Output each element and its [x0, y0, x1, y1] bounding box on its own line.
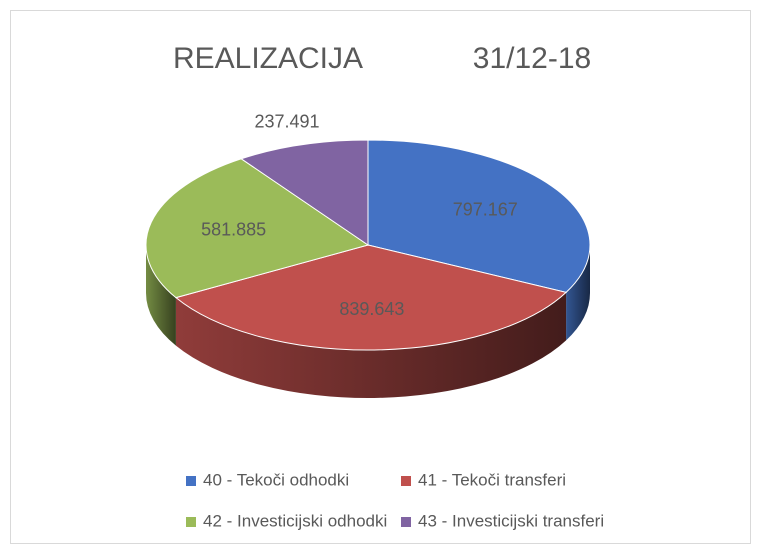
pie-slice	[145, 158, 370, 299]
pie-sides	[146, 245, 590, 399]
pie-side	[146, 245, 176, 346]
data-label: 839.643	[339, 299, 404, 319]
pie-tops	[145, 139, 591, 351]
data-label: 797.167	[453, 200, 518, 220]
chart-title: REALIZACIJA	[173, 42, 363, 75]
legend-label: 40 - Tekoči odhodki	[203, 470, 349, 489]
legend-swatch	[401, 517, 411, 527]
data-label: 237.491	[254, 112, 319, 132]
legend-label: 41 - Tekoči transferi	[418, 470, 566, 489]
pie-slice	[367, 139, 591, 293]
pie-side	[175, 292, 567, 399]
pie-side	[566, 245, 590, 341]
pie-slice	[240, 139, 369, 246]
data-labels: 797.167 839.643 581.885 237.491	[201, 112, 518, 319]
legend-swatch	[186, 517, 196, 527]
chart-subtitle: 31/12-18	[473, 42, 591, 75]
data-label: 581.885	[201, 220, 266, 240]
legend-label: 42 - Investicijski odhodki	[203, 511, 387, 530]
legend-label: 43 - Investicijski transferi	[418, 511, 604, 530]
legend: 40 - Tekoči odhodki 41 - Tekoči transferi…	[186, 470, 604, 530]
legend-swatch	[186, 476, 196, 486]
legend-swatch	[401, 476, 411, 486]
